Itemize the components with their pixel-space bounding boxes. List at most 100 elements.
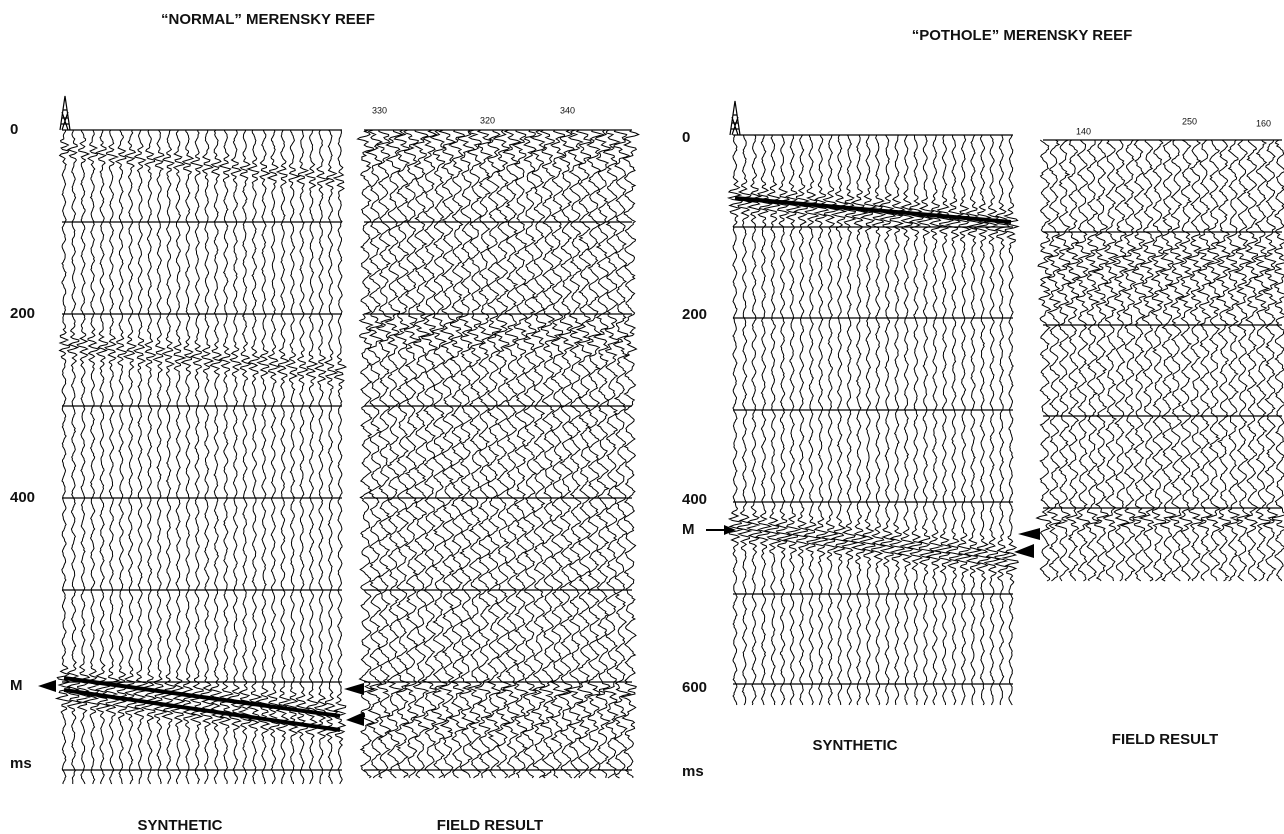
- trace-label: 320: [480, 115, 495, 125]
- trace: [266, 129, 283, 785]
- trace: [152, 129, 170, 785]
- trace: [313, 129, 330, 785]
- panel-title: “NORMAL” MERENSKY REEF: [161, 11, 375, 28]
- trace: [122, 129, 140, 785]
- trace: [934, 134, 955, 706]
- trace: [1119, 139, 1137, 582]
- trace: [529, 129, 547, 779]
- unit-label: ms: [10, 755, 32, 772]
- trace: [575, 129, 594, 779]
- reflector: [63, 676, 341, 718]
- trace: [1054, 139, 1073, 582]
- section-label: FIELD RESULT: [437, 817, 543, 834]
- trace: [549, 129, 569, 779]
- trace: [448, 129, 467, 779]
- trace: [140, 129, 157, 785]
- arrow: [724, 525, 736, 535]
- trace: [1205, 139, 1222, 582]
- trace: [1243, 139, 1259, 582]
- trace: [180, 129, 197, 785]
- trace: [502, 129, 522, 779]
- trace: [82, 129, 101, 785]
- trace: [1167, 139, 1185, 582]
- trace: [112, 129, 128, 785]
- trace: [850, 134, 869, 706]
- trace: [521, 129, 538, 779]
- trace: [1102, 139, 1119, 582]
- trace: [1185, 139, 1204, 582]
- trace: [332, 129, 348, 785]
- trace-label: 340: [560, 105, 575, 115]
- trace: [393, 129, 411, 779]
- seismic-sections: [54, 129, 1284, 785]
- trace: [944, 134, 964, 706]
- trace: [1233, 139, 1253, 582]
- trace: [255, 129, 271, 785]
- arrow: [1018, 528, 1040, 540]
- trace: [811, 134, 830, 706]
- trace: [1158, 139, 1177, 582]
- section-label: SYNTHETIC: [137, 817, 222, 834]
- trace: [762, 134, 782, 706]
- time-label: 200: [682, 306, 707, 323]
- time-label: 600: [682, 679, 707, 696]
- trace: [1046, 139, 1062, 582]
- marker-label: M: [10, 677, 23, 694]
- trace: [602, 129, 621, 779]
- trace: [401, 129, 422, 779]
- trace: [839, 134, 859, 706]
- trace: [199, 130, 215, 785]
- trace: [754, 134, 774, 706]
- trace: [1035, 139, 1054, 582]
- trace: [924, 134, 944, 706]
- trace: [565, 129, 584, 779]
- trace: [1196, 139, 1215, 582]
- trace: [226, 129, 243, 785]
- trace: [888, 134, 906, 706]
- trace: [282, 129, 301, 784]
- trace: [1150, 139, 1167, 582]
- trace: [295, 129, 311, 785]
- trace: [323, 129, 339, 785]
- section-label: FIELD RESULT: [1112, 731, 1218, 748]
- trace: [859, 134, 878, 706]
- section-label: SYNTHETIC: [812, 737, 897, 754]
- trace: [54, 129, 73, 785]
- trace: [1074, 139, 1092, 582]
- arrow: [344, 683, 364, 695]
- trace: [94, 129, 111, 785]
- trace: [474, 129, 494, 779]
- reflector: [734, 196, 1012, 224]
- trace: [1262, 139, 1279, 582]
- unit-label: ms: [682, 763, 704, 780]
- trace-label: 330: [372, 105, 387, 115]
- trace: [993, 134, 1011, 706]
- trace-label: 140: [1076, 126, 1091, 136]
- trace: [879, 134, 897, 706]
- trace: [429, 129, 448, 779]
- derrick-icon: [59, 95, 741, 136]
- trace: [364, 129, 384, 779]
- trace: [466, 129, 485, 779]
- time-label: 200: [10, 305, 35, 322]
- trace: [585, 129, 605, 779]
- trace: [160, 129, 177, 785]
- trace: [896, 134, 916, 705]
- trace: [1223, 139, 1242, 582]
- trace: [437, 129, 457, 779]
- trace: [983, 134, 1001, 706]
- trace: [973, 134, 992, 706]
- trace: [782, 134, 802, 706]
- arrow: [38, 680, 56, 692]
- trace: [275, 129, 292, 785]
- trace: [169, 129, 187, 785]
- trace-label: 250: [1182, 116, 1197, 126]
- trace: [132, 129, 149, 785]
- trace: [868, 134, 887, 706]
- trace: [538, 129, 560, 779]
- trace: [792, 134, 811, 706]
- trace: [1130, 139, 1147, 582]
- time-label: 400: [682, 491, 707, 508]
- time-label: 0: [10, 121, 18, 138]
